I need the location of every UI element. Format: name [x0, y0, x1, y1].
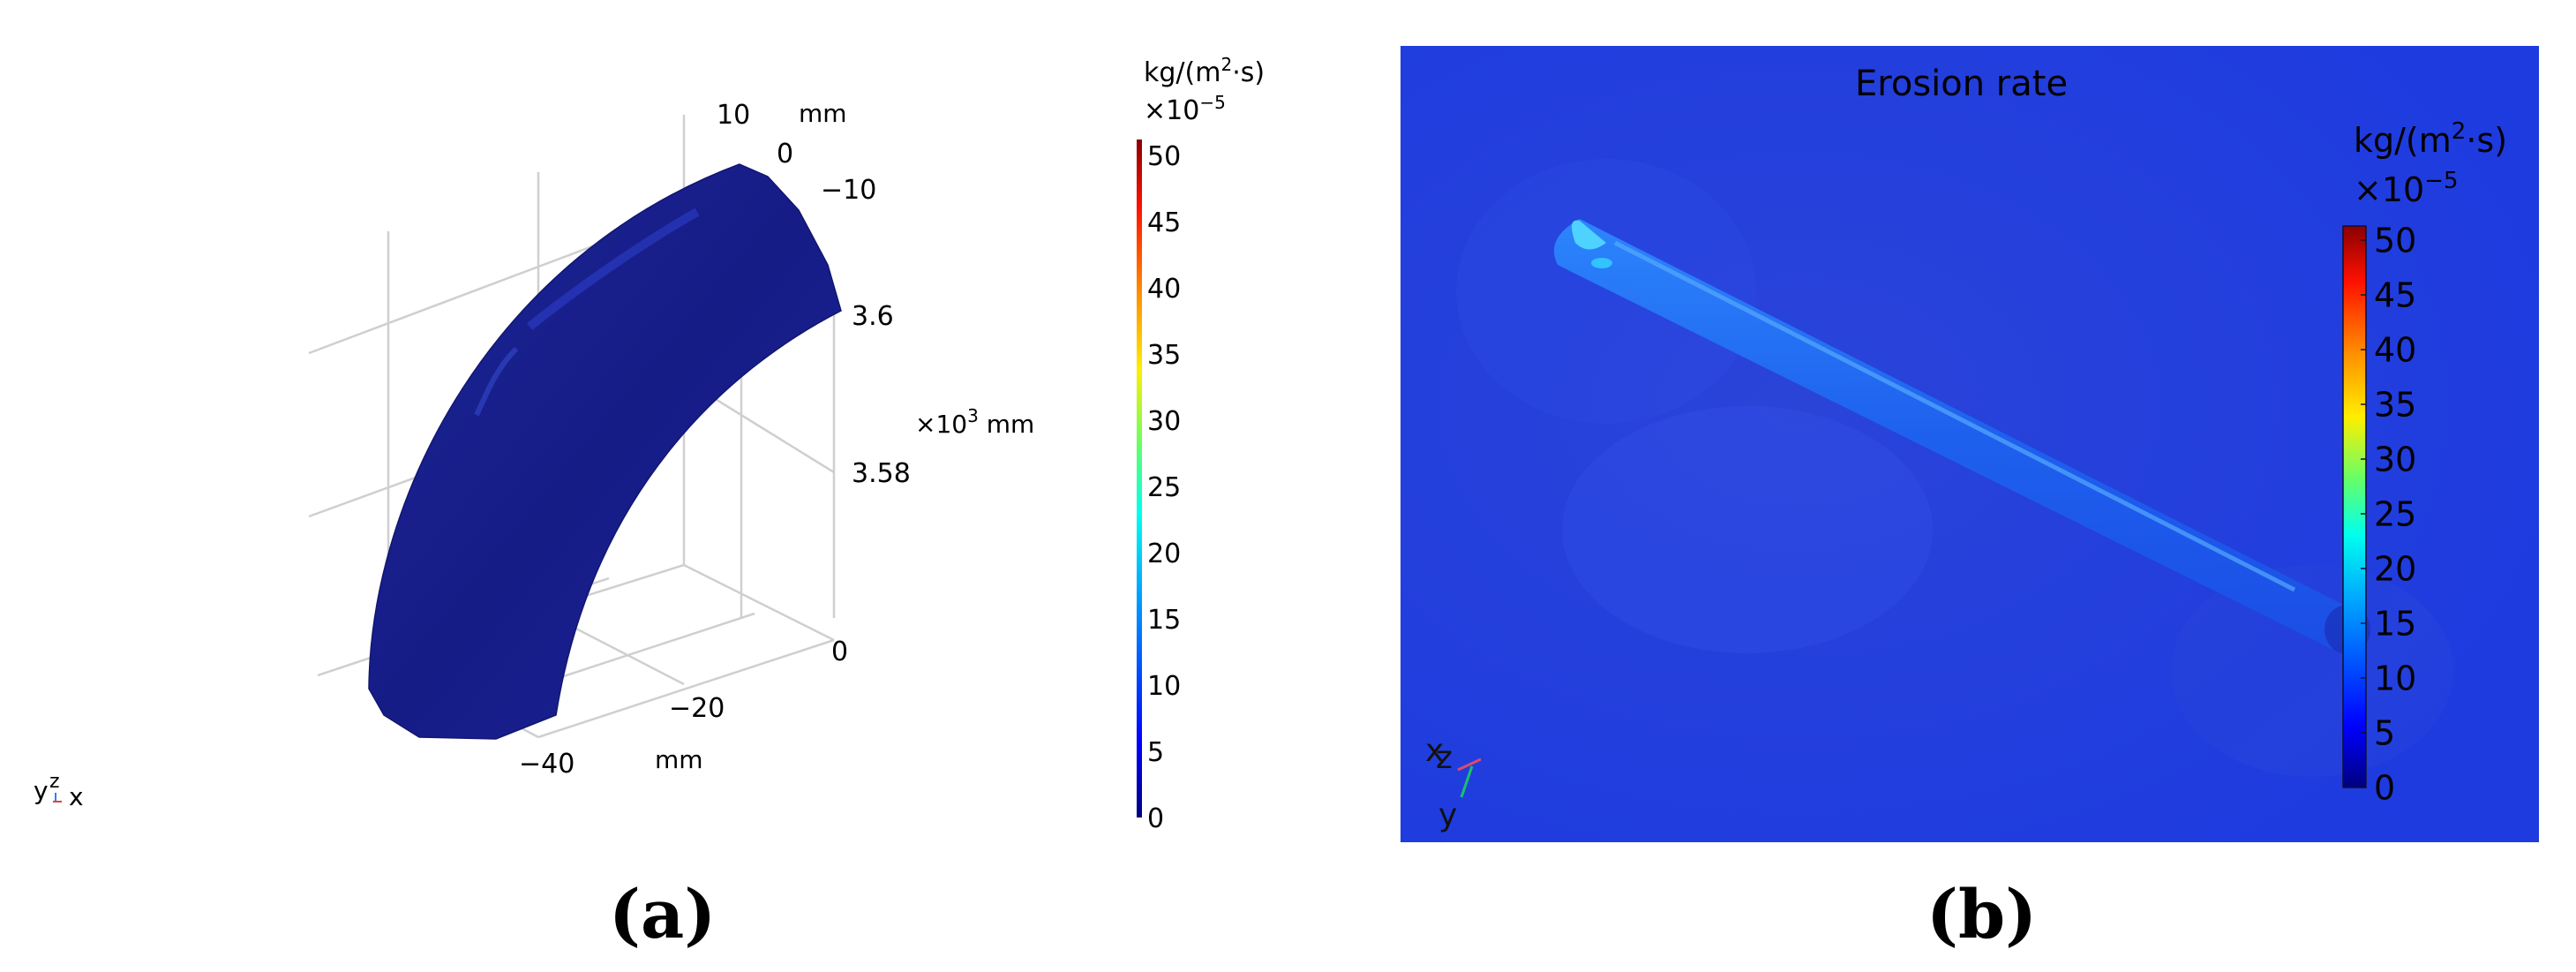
colorbar-unit-exp: 2	[2452, 118, 2467, 145]
colorbar-tick-label: 40	[1147, 274, 1181, 305]
pipe-elbow-edge-light	[474, 346, 519, 417]
colorbar-tick-label: 0	[1147, 803, 1164, 834]
colorbar-tick-label: 40	[2374, 331, 2416, 370]
colorbar-ramp	[1137, 139, 1142, 818]
x-tick-label: −20	[669, 693, 725, 724]
triad-z-label: z	[1436, 740, 1453, 776]
colorbar-tick-label: 5	[1147, 737, 1164, 768]
triad-z-label: z	[49, 771, 60, 793]
z-unit-suffix: mm	[979, 410, 1034, 439]
rod-tip-spot	[1591, 258, 1612, 268]
field-patch	[2171, 565, 2453, 777]
colorbar-ramp	[2342, 225, 2367, 788]
rod-body	[1553, 219, 2359, 649]
colorbar-tick-label: 30	[1147, 406, 1181, 437]
field-patch	[1562, 406, 1933, 653]
rod-highlight	[1613, 240, 2296, 592]
plot-title: Erosion rate	[1855, 64, 2068, 104]
colorbar-tick-label: 15	[2374, 605, 2416, 644]
pipe-elbow-highlight	[526, 207, 700, 330]
pipe-elbow-surface	[368, 163, 842, 740]
y-tick-label: −10	[821, 175, 876, 206]
panel-caption: (a)	[609, 875, 716, 953]
z-unit-exp: 3	[967, 405, 979, 426]
colorbar-tick-label: 20	[1147, 539, 1181, 569]
colorbar-tick-label: 25	[1147, 472, 1181, 503]
triad-y-label: y	[34, 776, 49, 805]
colorbar-tick-label: 15	[1147, 605, 1181, 636]
axis-triad: x z y	[1425, 733, 1482, 833]
triad-y-label: y	[1438, 797, 1457, 833]
y-tick-label: 10	[717, 100, 750, 131]
field-patch	[1456, 159, 1756, 424]
triad-x-label: x	[1425, 733, 1444, 769]
colorbar-unit: kg/(m2·s)	[1144, 54, 1265, 88]
y-axis-unit: mm	[799, 99, 847, 128]
colorbar-scale-prefix: ×10	[2354, 170, 2424, 209]
colorbar-scale: ×10−5	[2354, 168, 2459, 209]
colorbar-tick-label: 0	[2374, 769, 2395, 808]
colorbar-unit-suffix: ·s)	[1232, 57, 1265, 88]
colorbar-scale-prefix: ×10	[1144, 95, 1199, 126]
x-tick-label: −40	[519, 749, 575, 780]
colorbar-tick-label: 10	[2374, 659, 2416, 698]
rod-tip-glow	[1572, 220, 1606, 250]
z-tick-label: 3.6	[852, 301, 894, 332]
z-unit-label: ×103 mm	[915, 405, 1034, 439]
colorbar-tick-label: 35	[1147, 340, 1181, 371]
colorbar-scale-exp: −5	[2424, 168, 2458, 194]
x-axis-unit: mm	[655, 745, 703, 774]
axis-triad: y z x	[34, 771, 84, 811]
colorbar-tick-label: 50	[2374, 222, 2416, 260]
colorbar-unit-exp: 2	[1220, 54, 1232, 75]
colorbar-tick-label: 25	[2374, 495, 2416, 534]
colorbar-tick-label: 5	[2374, 714, 2395, 753]
triad-x-label: x	[69, 782, 84, 811]
colorbar-unit-prefix: kg/(m	[1144, 57, 1220, 88]
colorbar-scale-exp: −5	[1199, 92, 1225, 113]
colorbar-tick-label: 30	[2374, 441, 2416, 479]
colorbar-tick-label: 20	[2374, 550, 2416, 589]
panel-a: mm 10 0 −10 3.6 ×103 mm 3.58 0 −20 mm −4…	[34, 54, 1265, 953]
x-tick-label: 0	[831, 637, 848, 667]
z-unit-prefix: ×10	[915, 410, 967, 439]
colorbar-tick-label: 45	[2374, 276, 2416, 315]
colorbar-unit: kg/(m2·s)	[2354, 118, 2507, 160]
colorbar-scale: ×10−5	[1144, 92, 1226, 126]
colorbar-tick-label: 35	[2374, 386, 2416, 425]
z-tick-label: 3.58	[852, 458, 911, 489]
panel-caption: (b)	[1926, 875, 2037, 953]
colorbar-tick-label: 50	[1147, 141, 1181, 172]
colorbar-tick-label: 10	[1147, 671, 1181, 702]
y-tick-label: 0	[777, 139, 793, 170]
colorbar-unit-suffix: ·s)	[2466, 121, 2507, 160]
colorbar-tick-label: 45	[1147, 207, 1181, 238]
panel-b: Erosion rate kg/(m2·s) ×10−5 50454035302…	[1401, 46, 2539, 953]
colorbar-unit-prefix: kg/(m	[2354, 121, 2452, 160]
